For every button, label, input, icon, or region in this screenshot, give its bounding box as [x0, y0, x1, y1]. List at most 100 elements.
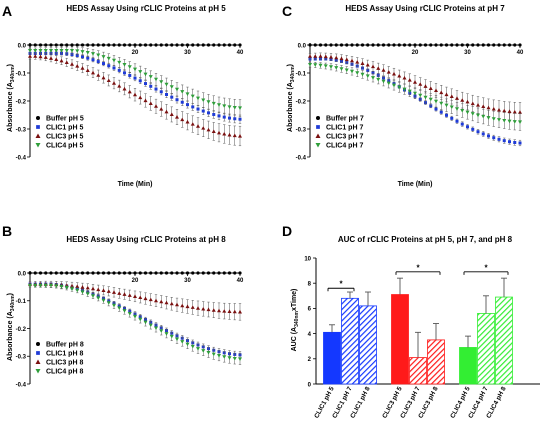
- x-axis-label: Time (Min): [398, 181, 433, 188]
- data-point: [75, 284, 80, 289]
- data-point: [127, 65, 132, 69]
- bar: [477, 313, 495, 385]
- data-point: [423, 95, 428, 100]
- data-point: [206, 307, 211, 312]
- data-point: [101, 43, 106, 47]
- data-point: [228, 116, 231, 120]
- y-tick-label: -0.2: [16, 327, 27, 333]
- x-tick-label: 20: [132, 278, 139, 284]
- data-point: [138, 271, 142, 275]
- data-point: [518, 110, 522, 114]
- data-point: [101, 75, 106, 80]
- data-point: [502, 108, 507, 113]
- x-tick-label: 30: [184, 50, 191, 56]
- data-point: [232, 105, 237, 110]
- data-point: [96, 43, 100, 47]
- data-point: [313, 54, 318, 58]
- data-point: [133, 76, 137, 80]
- data-point: [86, 43, 90, 47]
- data-point: [460, 122, 464, 126]
- data-point: [91, 294, 95, 298]
- series-clic4: [28, 46, 242, 117]
- panel-d: D AUC of rCLIC Proteins at pH 5, pH 7, a…: [282, 223, 540, 420]
- data-point: [112, 58, 116, 63]
- data-point: [101, 298, 106, 303]
- data-point: [407, 89, 412, 94]
- data-point: [75, 54, 79, 58]
- data-point: [128, 271, 132, 275]
- data-point: [206, 127, 211, 132]
- y-tick-label: -0.4: [16, 155, 27, 161]
- data-point: [481, 104, 486, 109]
- data-point: [345, 43, 349, 47]
- data-point: [80, 290, 85, 294]
- data-point: [491, 106, 496, 111]
- data-point: [190, 344, 195, 349]
- data-point: [211, 308, 216, 312]
- data-point: [238, 106, 242, 110]
- data-point: [371, 76, 375, 80]
- data-point: [91, 52, 95, 56]
- data-point: [70, 287, 74, 291]
- data-point: [434, 107, 438, 111]
- legend-label: CLIC4 pH 5: [46, 143, 83, 150]
- data-point: [313, 43, 317, 47]
- panel-b: B HEDS Assay Using rCLIC Proteins at pH …: [2, 223, 244, 388]
- x-tick-label: 40: [237, 50, 244, 56]
- data-point: [85, 292, 90, 296]
- data-point: [143, 72, 148, 77]
- legend-label: CLIC3 pH 8: [46, 360, 83, 367]
- data-point: [492, 136, 496, 140]
- data-point: [238, 43, 242, 47]
- data-point: [217, 130, 221, 135]
- y-axis-label: Absorbance (A340nm): [7, 293, 16, 361]
- data-point: [138, 79, 142, 83]
- data-point: [227, 271, 232, 275]
- data-point: [407, 78, 412, 82]
- svg-text:AUC (A340nmxTime): AUC (A340nmxTime): [291, 289, 300, 352]
- data-point: [159, 107, 164, 111]
- data-point: [318, 43, 323, 47]
- legend-label: CLIC3 pH 7: [326, 134, 363, 141]
- data-point: [112, 290, 116, 294]
- data-point: [64, 49, 69, 53]
- data-point: [350, 69, 354, 74]
- data-point: [232, 133, 237, 138]
- y-tick-label: 0.0: [18, 43, 27, 49]
- data-point: [70, 49, 74, 53]
- data-point: [486, 105, 491, 110]
- data-point: [185, 304, 190, 309]
- data-point: [428, 97, 433, 102]
- data-point: [59, 58, 64, 63]
- data-point: [355, 43, 359, 47]
- data-point: [470, 112, 475, 116]
- data-point: [418, 43, 422, 47]
- data-point: [148, 323, 153, 328]
- legend-label: Buffer pH 5: [46, 116, 84, 123]
- data-point: [143, 43, 148, 47]
- data-point: [232, 309, 237, 314]
- data-point: [28, 283, 32, 288]
- data-point: [180, 303, 185, 308]
- data-point: [196, 271, 200, 275]
- data-point: [471, 43, 475, 47]
- data-point: [143, 271, 148, 275]
- data-point: [133, 271, 137, 275]
- data-point: [75, 49, 80, 54]
- data-point: [80, 43, 85, 47]
- data-point: [392, 71, 396, 76]
- data-point: [470, 101, 475, 106]
- legend-label: CLIC1 pH 8: [46, 351, 83, 358]
- data-point: [439, 110, 443, 114]
- data-point: [371, 64, 375, 69]
- legend-label: Buffer pH 7: [326, 116, 364, 123]
- data-point: [392, 43, 396, 47]
- data-point: [471, 127, 475, 131]
- data-point: [101, 288, 106, 292]
- panel-letter-a: A: [2, 3, 12, 19]
- data-point: [491, 117, 496, 121]
- data-point: [413, 80, 417, 84]
- data-point: [81, 55, 84, 59]
- series-buffer: [308, 43, 522, 47]
- data-point: [80, 50, 85, 54]
